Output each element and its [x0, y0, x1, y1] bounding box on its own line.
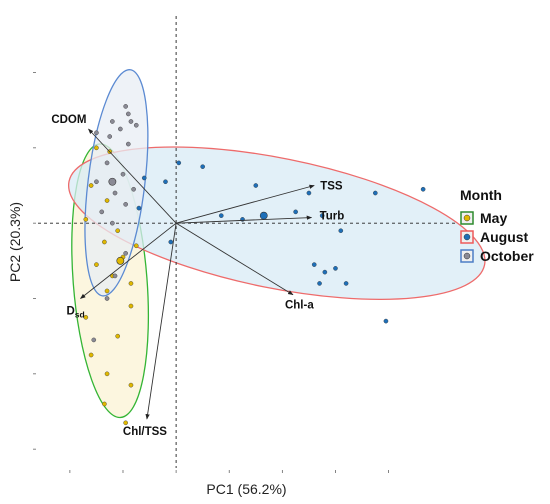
x-axis-title: PC1 (56.2%)	[206, 481, 286, 497]
point-october	[110, 119, 115, 124]
point-october	[99, 209, 105, 215]
point-october	[123, 202, 128, 207]
point-october	[126, 111, 131, 117]
point-may	[128, 281, 134, 286]
point-august	[253, 183, 259, 188]
loading-label-tss: TSS	[320, 181, 343, 193]
ellipse-october	[84, 69, 149, 297]
point-may	[123, 420, 128, 426]
loading-label-chl-a: Chl-a	[285, 300, 314, 312]
point-october	[131, 186, 136, 192]
centroid-may	[116, 256, 125, 265]
point-august	[420, 186, 426, 192]
point-october	[104, 296, 110, 301]
legend-swatch-august	[463, 233, 471, 241]
loading-label-subscript: sd	[75, 310, 85, 320]
point-october	[118, 126, 123, 132]
point-may	[128, 303, 134, 309]
point-august	[333, 266, 338, 271]
loading-label-cdom: CDOM	[51, 114, 86, 126]
loading-arrow-chl-a	[175, 222, 294, 296]
y-axis-title: PC2 (20.3%)	[7, 202, 23, 282]
loading-arrow-cdom	[88, 128, 177, 224]
point-october	[91, 337, 97, 343]
legend-swatch-may	[463, 214, 471, 222]
point-october	[94, 179, 99, 185]
point-october	[110, 220, 115, 226]
point-may	[104, 198, 110, 203]
centroid-august	[259, 211, 268, 220]
legend-label-may: May	[480, 210, 507, 226]
point-may	[102, 239, 107, 245]
legend-title: Month	[460, 187, 502, 203]
loading-label-turb: Turb	[320, 211, 345, 223]
point-august	[322, 269, 328, 275]
point-august	[200, 164, 205, 169]
point-may	[104, 371, 110, 377]
group-ellipses	[67, 69, 486, 419]
point-may	[115, 228, 120, 233]
point-may	[102, 401, 107, 407]
point-august	[373, 190, 378, 196]
point-august	[343, 281, 349, 286]
legend-label-august: August	[480, 229, 529, 245]
point-may	[83, 217, 89, 222]
point-august	[168, 239, 174, 245]
point-may	[104, 288, 110, 294]
point-october	[123, 250, 128, 256]
legend: Month May August October	[460, 187, 534, 264]
point-may	[115, 333, 120, 339]
loading-arrow-dsd	[80, 222, 177, 299]
point-october	[133, 122, 139, 128]
axes: PC1 (56.2%) PC2 (20.3%)	[7, 72, 389, 497]
point-may	[83, 315, 89, 320]
loading-label-dsd: Dsd	[66, 306, 84, 320]
point-august	[338, 228, 344, 233]
ellipse-august	[67, 146, 486, 300]
point-may	[94, 145, 99, 151]
point-august	[176, 160, 182, 166]
point-august	[293, 209, 298, 215]
point-august	[311, 262, 317, 267]
point-october	[112, 190, 118, 196]
point-october	[104, 160, 110, 166]
point-august	[383, 318, 389, 324]
point-october	[123, 104, 128, 109]
loading-arrow-chl-tss	[145, 223, 177, 420]
point-august	[141, 175, 147, 181]
centroid-october	[108, 177, 117, 186]
point-october	[126, 141, 131, 147]
point-october	[128, 119, 134, 124]
point-august	[319, 213, 325, 218]
point-may	[88, 183, 94, 188]
point-may	[88, 352, 94, 358]
loading-label-chl-tss: Chl/TSS	[123, 426, 167, 438]
loading-arrows: CDOM TSS Turb Chl-a Dsd Chl/TSS	[51, 114, 344, 438]
point-august	[136, 205, 142, 211]
point-august	[317, 281, 322, 286]
loading-arrow-turb	[176, 215, 313, 224]
legend-label-october: October	[480, 248, 534, 264]
loading-arrow-tss	[175, 184, 315, 224]
point-october	[120, 171, 126, 177]
point-may	[133, 243, 139, 249]
point-october	[112, 273, 118, 279]
point-august	[163, 179, 168, 185]
legend-swatch-october	[463, 252, 471, 260]
point-october	[107, 134, 113, 139]
point-august	[218, 213, 224, 218]
point-may	[128, 382, 134, 388]
point-october	[94, 130, 99, 136]
point-may	[94, 262, 99, 267]
point-august	[306, 190, 312, 196]
